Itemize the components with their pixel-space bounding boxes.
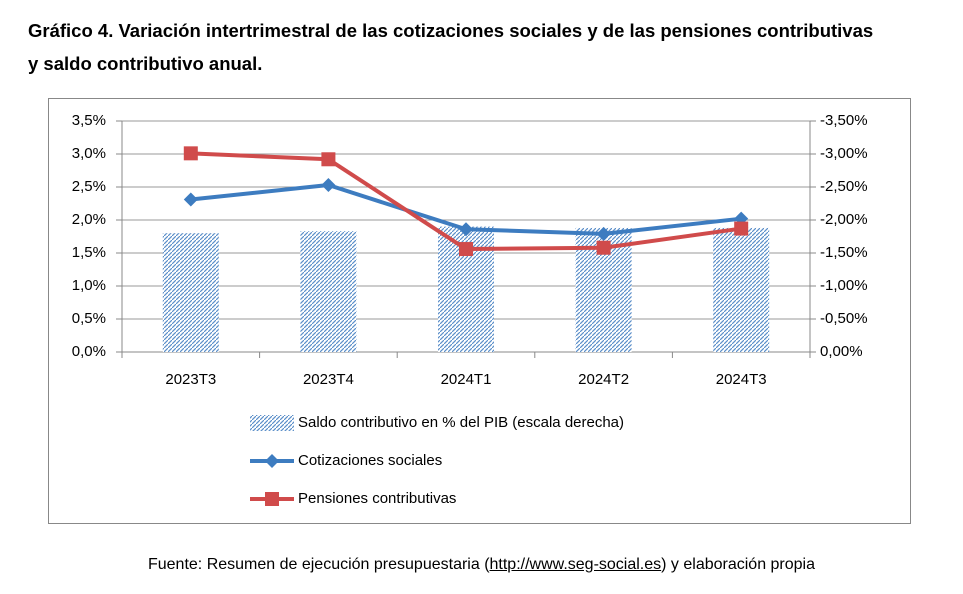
y2-tick-label: -2,50%: [820, 178, 868, 195]
marker: [183, 146, 198, 161]
x-tick-label: 2024T3: [716, 371, 767, 388]
marker: [321, 178, 336, 193]
y-tick-label: 2,0%: [72, 211, 106, 228]
y2-tick-label: 0,00%: [820, 343, 863, 360]
legend-label: Saldo contributivo en % del PIB (escala …: [298, 414, 624, 431]
y-tick-label: 0,0%: [72, 343, 106, 360]
y2-tick-label: -1,50%: [820, 244, 868, 261]
source-text: ) y elaboración propia: [661, 556, 816, 573]
legend-label: Pensiones contributivas: [298, 490, 456, 507]
marker: [265, 492, 279, 506]
x-tick-label: 2023T3: [165, 371, 216, 388]
bar: [162, 233, 219, 352]
y2-tick-label: -3,50%: [820, 112, 868, 129]
y-tick-label: 2,5%: [72, 178, 106, 195]
marker: [459, 242, 473, 257]
title-line: y saldo contributivo anual.: [28, 53, 263, 74]
source-link[interactable]: http://www.seg-social.es: [489, 556, 662, 573]
marker: [321, 152, 336, 167]
y-tick-label: 3,5%: [72, 112, 106, 129]
marker: [265, 454, 279, 468]
marker: [459, 222, 473, 237]
bar: [300, 231, 357, 352]
source: Fuente: Resumen de ejecución presupuesta…: [0, 556, 963, 574]
y2-tick-label: -1,00%: [820, 277, 868, 294]
y-tick-label: 0,5%: [72, 310, 106, 327]
y2-tick-label: -0,50%: [820, 310, 868, 327]
legend-swatch: [250, 415, 294, 431]
title-line: Gráfico 4. Variación intertrimestral de …: [28, 20, 874, 41]
source-text: Fuente: Resumen de ejecución presupuesta…: [147, 556, 490, 573]
chart-frame: [48, 98, 911, 524]
y-tick-label: 3,0%: [72, 145, 106, 162]
x-tick-label: 2024T1: [441, 371, 492, 388]
marker: [183, 192, 198, 207]
y-tick-label: 1,5%: [72, 244, 106, 261]
y2-tick-label: -3,00%: [820, 145, 868, 162]
legend-label: Cotizaciones sociales: [298, 452, 442, 469]
marker: [596, 240, 611, 255]
y2-tick-label: -2,00%: [820, 211, 868, 228]
x-tick-label: 2023T4: [303, 371, 354, 388]
marker: [596, 226, 611, 241]
y-tick-label: 1,0%: [72, 277, 106, 294]
bar: [713, 227, 770, 352]
x-tick-label: 2024T2: [578, 371, 629, 388]
marker: [734, 221, 749, 236]
chart-title: Gráfico 4. Variación intertrimestral de …: [28, 14, 873, 80]
